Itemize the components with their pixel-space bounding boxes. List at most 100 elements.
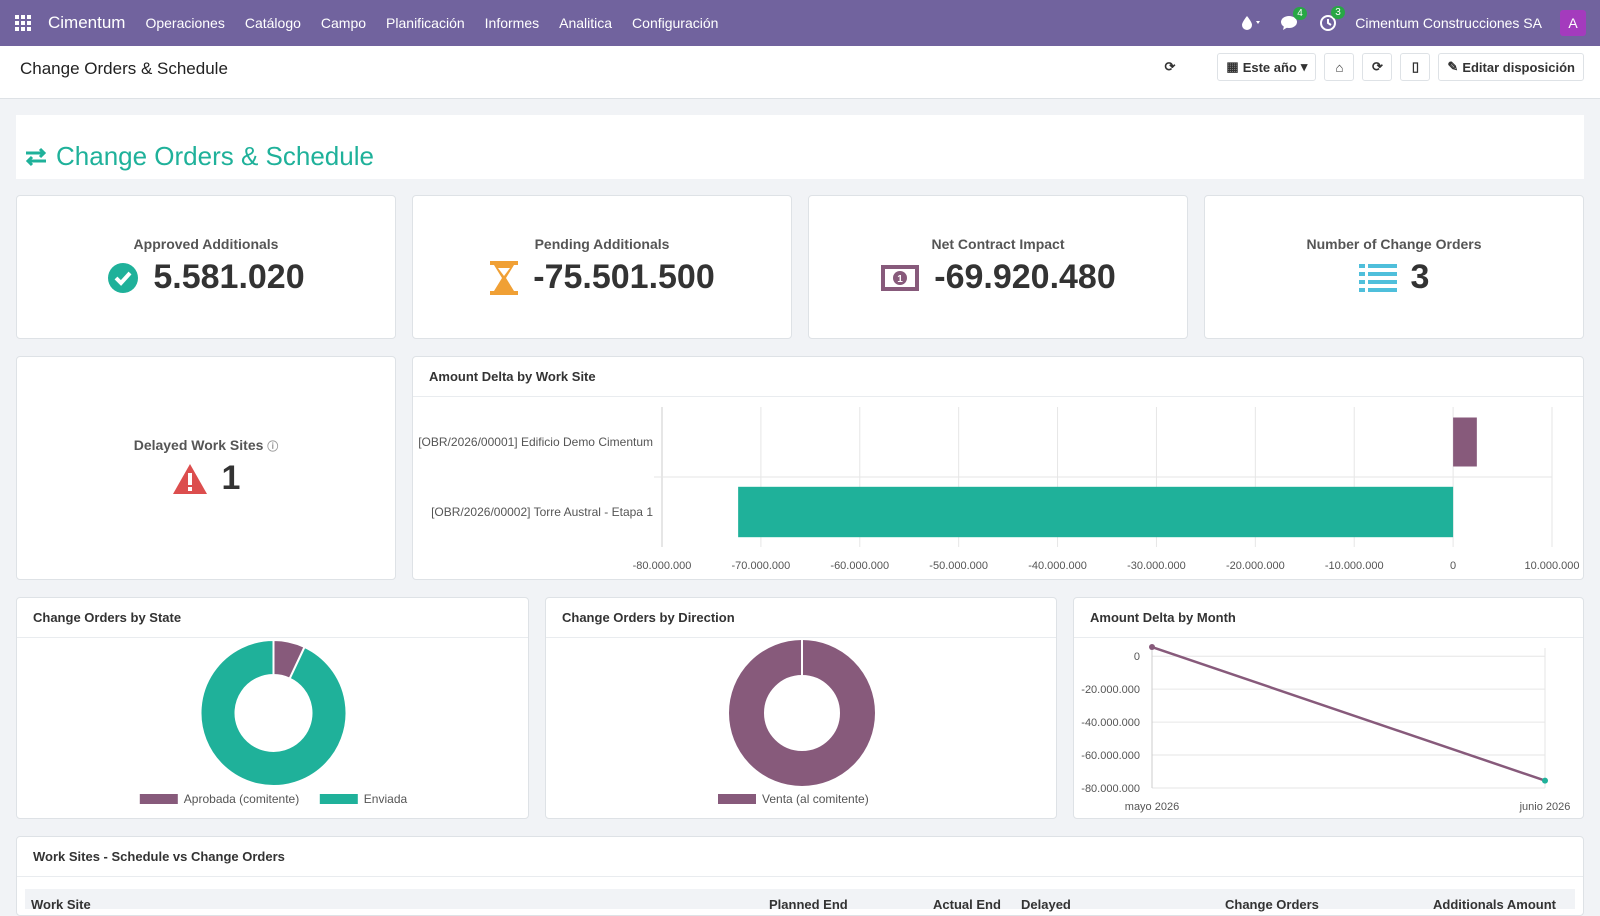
menu-item-catalogo[interactable]: Catálogo bbox=[244, 15, 301, 31]
chart-title: Change Orders by State bbox=[33, 610, 182, 625]
kpi-value: 1 bbox=[221, 459, 241, 497]
money-icon: 1 bbox=[881, 264, 920, 291]
bar bbox=[1453, 417, 1477, 467]
bar-chart: -80.000.000 -70.000.000 -60.000.000 -50.000… bbox=[418, 407, 1580, 572]
kpi-value: 3 bbox=[1410, 258, 1430, 296]
x-tick-label: -50.000.000 bbox=[929, 560, 988, 572]
kpi-label: Net Contract Impact bbox=[931, 236, 1065, 252]
pdf-export-button[interactable]: ▯ bbox=[1400, 53, 1431, 81]
data-point bbox=[1542, 777, 1548, 784]
x-tick-label: -30.000.000 bbox=[1127, 560, 1186, 572]
donut-chart: Venta (al comitente) bbox=[718, 640, 875, 806]
kpi-value: -69.920.480 bbox=[934, 258, 1116, 296]
chart-amount-delta-by-work-site: Amount Delta by Work Site -80.000.000 -70… bbox=[412, 356, 1584, 580]
legend-label: Aprobada (comitente) bbox=[184, 792, 299, 806]
x-tick-label: 0 bbox=[1450, 560, 1456, 572]
kpi-value: -75.501.500 bbox=[533, 258, 715, 296]
check-circle-icon bbox=[108, 262, 139, 293]
x-tick-label: -80.000.000 bbox=[633, 560, 692, 572]
menu-item-configuracion[interactable]: Configuración bbox=[632, 15, 719, 31]
x-tick-label: junio 2026 bbox=[1519, 801, 1571, 813]
chart-title: Change Orders by Direction bbox=[562, 610, 735, 625]
main-menu: Operaciones Catálogo Campo Planificación… bbox=[145, 15, 718, 31]
refresh-button[interactable]: ⟳ bbox=[1156, 53, 1183, 81]
top-navbar: Cimentum Operaciones Catálogo Campo Plan… bbox=[0, 0, 1600, 46]
activity-clock-icon[interactable]: 3 bbox=[1319, 6, 1345, 32]
pencil-icon: ✎ bbox=[1447, 59, 1459, 74]
y-tick-label: [OBR/2026/00001] Edificio Demo Cimentum bbox=[418, 435, 653, 449]
kpi-net-contract-impact[interactable]: Net Contract Impact 1 -69.920.480 bbox=[808, 195, 1188, 339]
kpi-label: Approved Additionals bbox=[133, 236, 279, 252]
apps-menu-icon[interactable] bbox=[0, 0, 46, 46]
x-tick-label: mayo 2026 bbox=[1125, 801, 1179, 813]
y-tick-label: -80.000.000 bbox=[1081, 783, 1140, 795]
exchange-icon bbox=[25, 147, 47, 166]
menu-item-operaciones[interactable]: Operaciones bbox=[145, 15, 225, 31]
chart-change-orders-by-direction: Change Orders by Direction Venta (al com… bbox=[545, 597, 1057, 819]
legend-label: Enviada bbox=[364, 792, 408, 806]
x-tick-label: -70.000.000 bbox=[732, 560, 791, 572]
chart-change-orders-by-state: Change Orders by State Aprobada (comiten… bbox=[16, 597, 529, 819]
series-line bbox=[1151, 645, 1546, 782]
water-drop-icon[interactable] bbox=[1241, 15, 1263, 31]
column-header-delayed[interactable]: Delayed bbox=[1021, 897, 1071, 912]
x-tick-label: -20.000.000 bbox=[1226, 560, 1285, 572]
kpi-label: Pending Additionals bbox=[534, 236, 670, 252]
legend-swatch bbox=[319, 794, 358, 804]
donut-chart: Aprobada (comitente) Enviada bbox=[139, 638, 408, 806]
kpi-approved-additionals[interactable]: Approved Additionals 5.581.020 bbox=[16, 195, 396, 339]
y-tick-label: -60.000.000 bbox=[1081, 750, 1140, 762]
kpi-label: Delayed Work Sites bbox=[133, 437, 264, 453]
legend-label: Venta (al comitente) bbox=[762, 792, 869, 806]
kpi-pending-additionals[interactable]: Pending Additionals -75.501.500 bbox=[412, 195, 792, 339]
legend-swatch bbox=[139, 794, 178, 804]
line-chart: 0 -20.000.000 -40.000.000 -60.000.000 -80.00… bbox=[1081, 644, 1571, 813]
x-tick-label: 10.000.000 bbox=[1524, 560, 1579, 572]
column-header-actual-end[interactable]: Actual End bbox=[933, 897, 1001, 912]
hourglass-icon bbox=[490, 260, 519, 295]
kpi-number-of-change-orders[interactable]: Number of Change Orders 3 bbox=[1204, 195, 1584, 339]
svg-text:1: 1 bbox=[897, 274, 903, 285]
x-tick-label: -10.000.000 bbox=[1325, 560, 1384, 572]
reload-icon: ⟳ bbox=[1371, 59, 1383, 74]
control-panel: Change Orders & Schedule ⟳ ▦ Este año ▾ ⌂ … bbox=[0, 46, 1600, 99]
brand-name[interactable]: Cimentum bbox=[48, 13, 126, 32]
caret-down-icon: ▾ bbox=[1300, 59, 1308, 74]
info-icon[interactable]: ⓘ bbox=[267, 441, 279, 453]
period-label: Este año bbox=[1242, 59, 1297, 75]
list-icon bbox=[1358, 263, 1397, 292]
dashboard-heading: Change Orders & Schedule bbox=[56, 141, 374, 171]
company-name[interactable]: Cimentum Construcciones SA bbox=[1355, 15, 1542, 31]
kpi-label: Number of Change Orders bbox=[1306, 236, 1482, 252]
home-button[interactable]: ⌂ bbox=[1324, 53, 1355, 81]
refresh-icon: ⟳ bbox=[1164, 59, 1176, 74]
column-header-additionals-amount[interactable]: Additionals Amount bbox=[1433, 897, 1557, 912]
menu-item-analitica[interactable]: Analitica bbox=[559, 15, 613, 31]
table-header: Work Site Planned End Actual End Delayed… bbox=[25, 889, 1575, 912]
table-title: Work Sites - Schedule vs Change Orders bbox=[33, 849, 285, 864]
avatar[interactable]: A bbox=[1560, 10, 1586, 36]
kpi-value: 5.581.020 bbox=[153, 258, 305, 296]
x-tick-label: -40.000.000 bbox=[1028, 560, 1087, 572]
dashboard-banner: Change Orders & Schedule bbox=[16, 115, 1584, 179]
pdf-icon: ▯ bbox=[1411, 59, 1419, 74]
y-tick-label: -20.000.000 bbox=[1081, 684, 1140, 696]
chat-icon[interactable]: 4 bbox=[1281, 7, 1307, 31]
kpi-label-row: Delayed Work Sites ⓘ bbox=[17, 437, 395, 454]
edit-layout-label: Editar disposición bbox=[1462, 59, 1575, 75]
x-tick-label: -60.000.000 bbox=[830, 560, 889, 572]
edit-layout-button[interactable]: ✎ Editar disposición bbox=[1438, 53, 1584, 81]
reload-button[interactable]: ⟳ bbox=[1362, 53, 1393, 81]
table-work-sites-schedule: Work Sites - Schedule vs Change Orders W… bbox=[16, 836, 1584, 916]
column-header-work-site[interactable]: Work Site bbox=[31, 897, 91, 912]
chat-count-badge: 4 bbox=[1293, 7, 1307, 20]
menu-item-planificacion[interactable]: Planificación bbox=[386, 15, 465, 31]
y-tick-label: 0 bbox=[1134, 651, 1140, 663]
kpi-delayed-work-sites[interactable]: Delayed Work Sites ⓘ 1 bbox=[16, 356, 396, 580]
menu-item-campo[interactable]: Campo bbox=[320, 15, 367, 31]
column-header-change-orders[interactable]: Change Orders bbox=[1225, 897, 1319, 912]
column-header-planned-end[interactable]: Planned End bbox=[769, 897, 848, 912]
chart-title: Amount Delta by Work Site bbox=[429, 369, 596, 384]
menu-item-informes[interactable]: Informes bbox=[484, 15, 540, 31]
period-filter-button[interactable]: ▦ Este año ▾ bbox=[1217, 53, 1317, 81]
